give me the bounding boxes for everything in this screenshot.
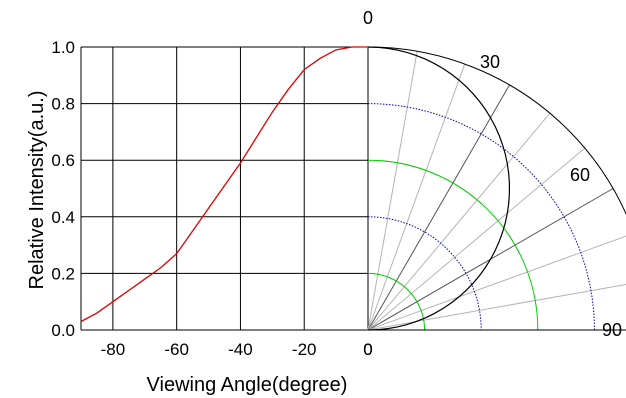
- polar-spoke: [367, 112, 551, 331]
- x-tick-label: -40: [228, 340, 253, 359]
- polar-label-30: 30: [480, 52, 500, 72]
- series-layer: [80, 46, 368, 323]
- x-tick-label: -20: [292, 340, 317, 359]
- y-tick-label: 0.0: [51, 321, 75, 340]
- polar-ring: [367, 216, 482, 331]
- y-tick-label: 0.8: [51, 95, 75, 114]
- polar-ring: [367, 46, 626, 216]
- polar-spoke: [367, 147, 586, 331]
- series-line-0: [80, 46, 368, 323]
- polar-spoke: [367, 84, 510, 331]
- polar-ring: [367, 159, 539, 331]
- polar-spoke: [367, 235, 626, 331]
- y-tick-label: 0.2: [51, 264, 75, 283]
- x-tick-label: -80: [101, 340, 126, 359]
- polar-ring: [367, 103, 595, 331]
- y-tick-label: 0.6: [51, 151, 75, 170]
- polar-grid: [367, 46, 626, 331]
- polar-zero-label: 0: [363, 340, 372, 359]
- x-tick-label: 0: [363, 340, 372, 359]
- y-tick-label: 0.4: [51, 208, 75, 227]
- y-axis-title: Relative Intensity(a.u.): [26, 91, 48, 290]
- polar-label-60: 60: [570, 165, 590, 185]
- polar-spoke: [367, 63, 466, 331]
- polar-pattern-line: [367, 46, 511, 331]
- polar-label-90: 90: [602, 320, 622, 340]
- cartesian-grid: [80, 46, 369, 331]
- x-axis-title: Viewing Angle(degree): [147, 374, 348, 396]
- polar-label-0: 0: [363, 8, 373, 28]
- y-tick-label: 1.0: [51, 38, 75, 57]
- polar-spoke: [367, 51, 418, 331]
- x-tick-label: -60: [164, 340, 189, 359]
- tick-labels: -80 -60 -40 -20 0 0.0 0.2 0.4 0.6 0.8 1.0: [51, 38, 372, 359]
